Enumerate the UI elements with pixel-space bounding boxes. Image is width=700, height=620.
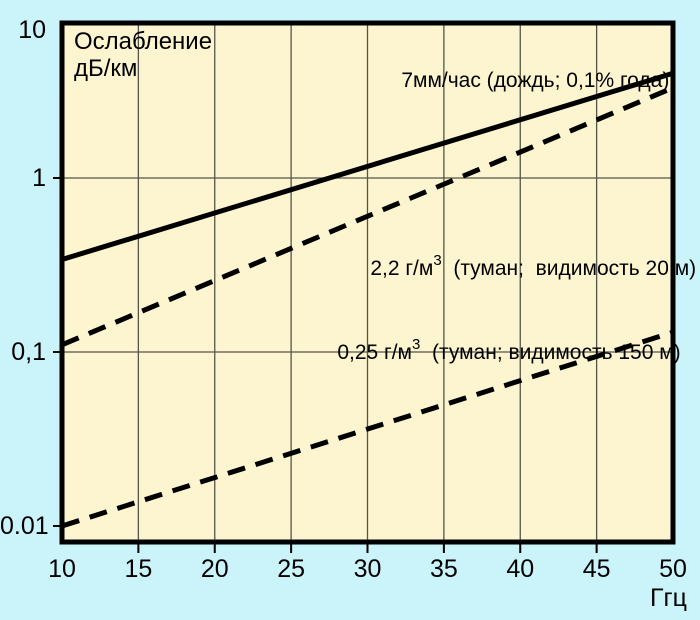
series-line-fog-2-2 [61, 85, 674, 348]
x-tick-label: 25 [277, 555, 306, 583]
plot-border [59, 20, 676, 545]
annotation-fog-light-suffix: (туман; видимость 150 м) [420, 341, 681, 364]
y-tick-label: 0,1 [11, 338, 46, 366]
x-tick-label: 10 [48, 555, 76, 583]
annotation-rain-text: 7мм/час (дождь; 0,1% года) [401, 69, 670, 92]
y-tick-label: 1 [32, 164, 46, 192]
y-axis-tick-labels: 10 1 0,1 0.01 [0, 0, 49, 620]
annotation-fog-heavy: 2,2 г/м3 (туман; видимость 20 м) [347, 227, 696, 305]
annotation-fog-light-sup: 3 [411, 336, 421, 353]
x-tick-label: 35 [429, 555, 458, 583]
y-tick-label: 0.01 [0, 512, 49, 540]
y-axis-title: Ослабление дБ/км [74, 28, 212, 82]
annotation-fog-heavy-sup: 3 [433, 252, 442, 269]
x-axis-tick-labels: 10 15 20 25 30 35 40 45 50 [0, 555, 700, 587]
annotation-fog-light-prefix: 0,25 г/м [337, 341, 412, 364]
y-axis-title-line1: Ослабление [74, 28, 213, 55]
x-tick-label: 45 [582, 555, 611, 583]
x-axis-unit: Ггц [650, 584, 687, 612]
x-tick-label: 50 [659, 555, 687, 583]
x-tick-label: 40 [506, 555, 535, 583]
series-line-fog-0-25 [61, 329, 674, 529]
annotation-rain: 7мм/час (дождь; 0,1% года) [378, 45, 669, 117]
y-axis-title-line2: дБ/км [74, 55, 138, 82]
annotation-fog-heavy-prefix: 2,2 г/м [370, 257, 434, 280]
y-tick-label: 10 [18, 16, 46, 44]
x-tick-label: 30 [353, 555, 382, 583]
series-line-rain-7mm [61, 70, 674, 262]
x-tick-label: 15 [124, 555, 153, 583]
annotation-fog-heavy-suffix: (туман; видимость 20 м) [441, 257, 697, 280]
annotation-fog-light: 0,25 г/м3 (туман; видимость 150 м) [314, 311, 681, 389]
x-tick-label: 20 [200, 555, 229, 583]
